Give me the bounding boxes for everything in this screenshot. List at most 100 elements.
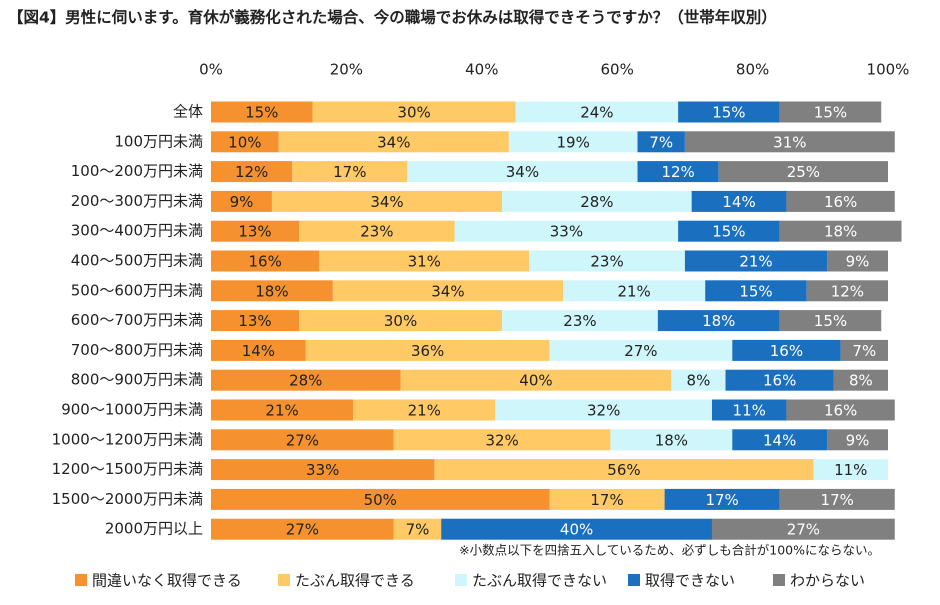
bar-segment <box>332 280 564 302</box>
bar-segment <box>502 190 692 212</box>
data-label: 21% <box>408 402 441 420</box>
bar-segment <box>495 399 712 421</box>
data-label: 21% <box>617 282 650 300</box>
data-label: 7% <box>852 342 876 360</box>
bar-segment <box>664 488 780 510</box>
data-label: 17% <box>590 491 623 509</box>
data-label: 56% <box>607 461 640 479</box>
data-label: 13% <box>238 223 271 241</box>
data-label: 11% <box>733 402 766 420</box>
data-label: 16% <box>824 193 857 211</box>
bar-segment <box>211 399 354 421</box>
bar-segment <box>211 220 300 242</box>
bar-segment <box>211 488 550 510</box>
data-label: 17% <box>705 491 738 509</box>
note: ※小数点以下を四捨五入しているため、必ずしも合計が100%にならない。 <box>459 543 880 558</box>
legend-swatch <box>455 574 467 586</box>
data-label: 12% <box>831 282 864 300</box>
data-label: 23% <box>590 253 623 271</box>
y-tick-label: 300～400万円未満 <box>71 222 203 240</box>
data-label: 23% <box>563 312 596 330</box>
bar-segment <box>515 101 679 123</box>
chart-title: 【図4】男性に伺います。育休が義務化された場合、今の職場でお休みは取得できそうで… <box>8 8 777 27</box>
x-tick-label: 60% <box>601 61 634 79</box>
data-label: 14% <box>242 342 275 360</box>
bar-segment <box>678 101 780 123</box>
data-label: 21% <box>265 402 298 420</box>
data-label: 17% <box>333 163 366 181</box>
bar-segment <box>271 190 503 212</box>
data-label: 16% <box>770 342 803 360</box>
data-label: 28% <box>580 193 613 211</box>
bar-segment <box>637 131 685 153</box>
bar-segment <box>211 250 320 272</box>
data-label: 50% <box>364 491 397 509</box>
bar-segment <box>671 369 726 391</box>
data-label: 15% <box>814 104 847 122</box>
data-label: 8% <box>849 372 873 390</box>
data-label: 34% <box>377 133 410 151</box>
data-label: 7% <box>406 521 430 539</box>
x-tick-label: 40% <box>465 61 498 79</box>
bar-segment <box>786 190 895 212</box>
data-label: 12% <box>235 163 268 181</box>
data-label: 40% <box>519 372 552 390</box>
data-label: 25% <box>787 163 820 181</box>
data-label: 34% <box>431 282 464 300</box>
x-tick-label: 80% <box>736 61 769 79</box>
bar-segment <box>211 161 293 183</box>
y-tick-label: 1200～1500万円未満 <box>52 460 203 478</box>
data-label: 18% <box>824 223 857 241</box>
data-label: 15% <box>245 104 278 122</box>
bar-segment <box>407 161 638 183</box>
data-label: 31% <box>773 133 806 151</box>
y-tick-label: 1000～1200万円未満 <box>52 430 203 448</box>
y-tick-label: 500～600万円未満 <box>71 281 203 299</box>
legend-label: たぶん取得できない <box>472 572 607 590</box>
bar-segment <box>637 161 719 183</box>
y-tick-label: 400～500万円未満 <box>71 252 203 270</box>
y-tick-label: 600～700万円未満 <box>71 311 203 329</box>
data-label: 15% <box>712 223 745 241</box>
bar-segment <box>786 399 895 421</box>
bar-segment <box>827 429 888 451</box>
y-tick-label: 200～300万円未満 <box>71 192 203 210</box>
bar-segment <box>299 220 455 242</box>
bar-segment <box>299 310 503 332</box>
bar-segment <box>400 369 672 391</box>
data-label: 31% <box>408 253 441 271</box>
bar-segment <box>705 280 807 302</box>
bar-segment <box>684 131 895 153</box>
data-label: 19% <box>557 133 590 151</box>
legend-label: わからない <box>790 572 865 590</box>
bar-segment <box>508 131 638 153</box>
data-label: 14% <box>763 431 796 449</box>
data-label: 24% <box>580 104 613 122</box>
bar-segment <box>353 399 496 421</box>
data-label: 17% <box>821 491 854 509</box>
bar-segment <box>678 220 780 242</box>
bar-segment <box>684 250 828 272</box>
data-label: 18% <box>255 282 288 300</box>
data-label: 12% <box>661 163 694 181</box>
y-tick-label: 1500～2000万円未満 <box>52 490 203 508</box>
bar-segment <box>779 488 895 510</box>
legend-label: たぶん取得できる <box>295 572 415 590</box>
bar-segment <box>211 429 394 451</box>
bar-segment <box>549 488 665 510</box>
bar-segment <box>211 101 313 123</box>
data-label: 15% <box>814 312 847 330</box>
bar-segment <box>393 429 611 451</box>
bar-segment <box>779 101 882 123</box>
data-label: 27% <box>624 342 657 360</box>
bar-segment <box>827 250 888 272</box>
bar-segment <box>806 280 888 302</box>
legend-label: 間違いなく取得できる <box>92 572 242 590</box>
bar-segment <box>529 250 685 272</box>
bar-segment <box>657 310 780 332</box>
data-label: 28% <box>289 372 322 390</box>
y-tick-label: 900～1000万円未満 <box>61 401 203 419</box>
bar-segment <box>211 339 306 361</box>
data-label: 16% <box>248 253 281 271</box>
bar-segment <box>711 399 787 421</box>
